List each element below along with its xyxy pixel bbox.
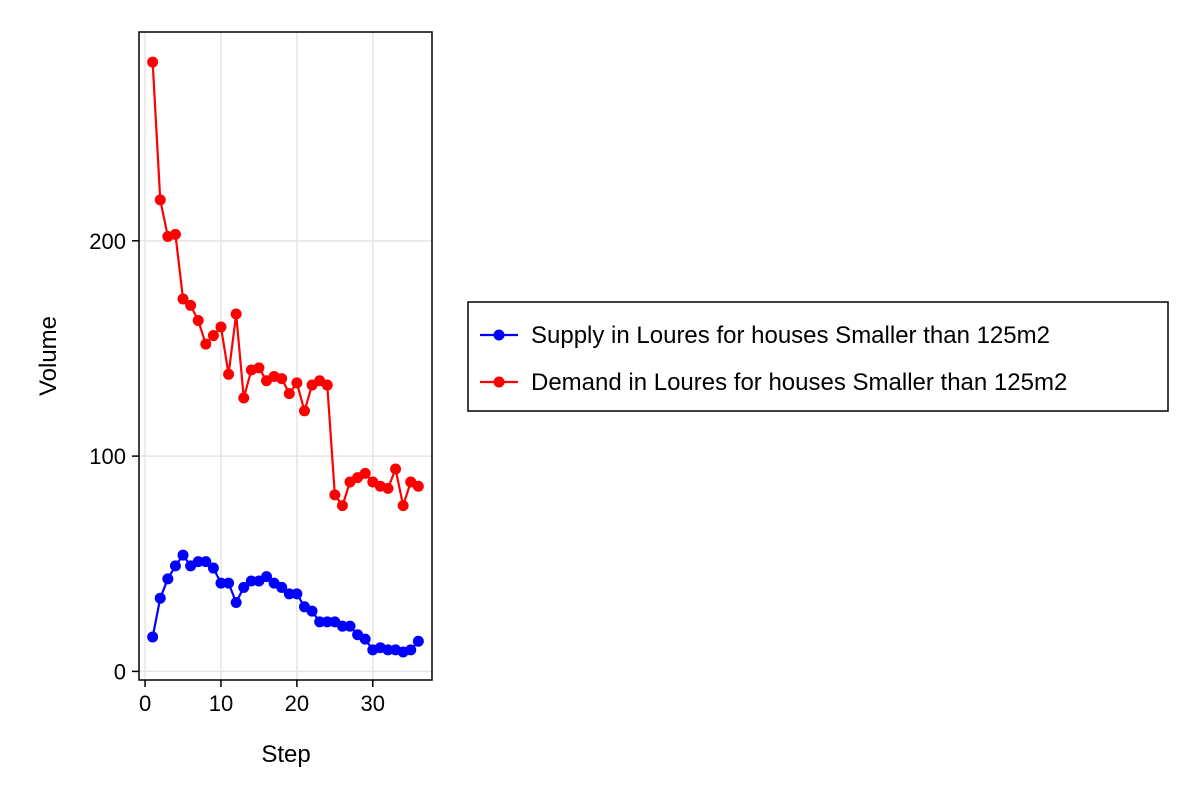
series-2-point (329, 489, 341, 501)
legend: Supply in Loures for houses Smaller than… (467, 301, 1169, 412)
series-1-point (359, 633, 371, 645)
x-tick-label: 20 (285, 691, 309, 716)
series-2-point (207, 330, 219, 342)
series-2-point (177, 293, 189, 305)
series-2-point (283, 388, 295, 400)
series-2-point (412, 480, 424, 492)
legend-label: Demand in Loures for houses Smaller than… (531, 369, 1067, 396)
y-tick-label: 100 (89, 444, 126, 469)
series-1-point (306, 605, 318, 617)
y-tick-label: 200 (89, 229, 126, 254)
y-axis-label: Volume (35, 316, 62, 396)
series-1-point (169, 560, 181, 572)
series-2-point (382, 482, 394, 494)
legend-box (467, 301, 1169, 412)
series-1-point (147, 631, 159, 643)
series-1-point (230, 597, 242, 608)
legend-label: Supply in Loures for houses Smaller than… (531, 322, 1050, 349)
series-1-point (276, 581, 288, 593)
series-1-point (192, 556, 204, 568)
series-1-point (200, 556, 212, 568)
series-2-point (359, 467, 371, 479)
series-1-point (215, 577, 227, 589)
series-1-point (321, 616, 333, 628)
series-2-point (397, 500, 409, 512)
series-2-point (336, 500, 348, 512)
series-1-point (283, 588, 295, 600)
series-1-point (162, 573, 174, 585)
series-1-point (261, 571, 273, 583)
series-2-point (215, 321, 227, 333)
x-tick-label: 0 (139, 691, 151, 716)
series-2-point (147, 56, 159, 68)
series-2-point (169, 228, 181, 240)
x-tick-label: 10 (209, 691, 233, 716)
series-1-point (245, 575, 257, 587)
series-2-point (238, 392, 250, 404)
series-1-point (314, 616, 326, 628)
series-2-point (390, 463, 402, 475)
series-1-point (336, 620, 348, 632)
series-1-point (223, 577, 235, 589)
grid-lines (139, 32, 432, 680)
series-2-point (200, 338, 212, 350)
series-1-point (405, 644, 417, 656)
series-1-point (412, 635, 424, 647)
axis-ticks: 0 10 20 30 0 100 200 (89, 229, 385, 716)
series-1-point (382, 644, 394, 656)
plot-frame (138, 31, 433, 681)
series-group (147, 56, 424, 658)
series-2-point (253, 362, 265, 374)
series-2-point (298, 405, 310, 417)
series-2-line (151, 62, 419, 507)
series-2-point (291, 377, 303, 389)
series-1-point (177, 549, 189, 561)
series-2-point (223, 368, 235, 380)
series-1-point (238, 581, 250, 593)
x-tick-label: 30 (361, 691, 385, 716)
series-2-point (230, 308, 242, 320)
series-2-point (192, 314, 204, 326)
x-axis-label: Step (261, 741, 310, 768)
legend-swatch-marker (493, 376, 505, 388)
series-2-point (154, 194, 166, 206)
series-1-point (291, 588, 303, 600)
series-2-point (321, 379, 333, 391)
series-2-point (276, 373, 288, 385)
legend-swatch-marker (493, 329, 505, 341)
series-1-point (207, 562, 219, 574)
series-2-point (185, 299, 197, 311)
series-1-point (154, 592, 166, 604)
y-tick-label: 0 (114, 659, 126, 684)
series-1-point (344, 620, 356, 632)
